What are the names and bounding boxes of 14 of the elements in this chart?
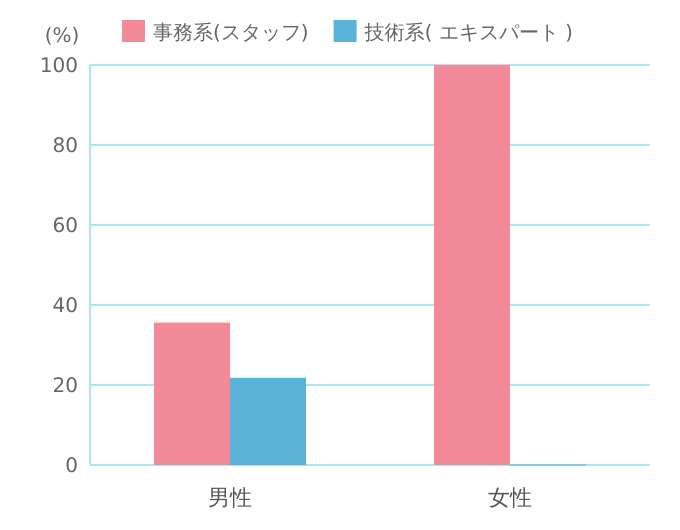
- legend-label: 事務系(スタッフ): [153, 20, 309, 44]
- y-tick-label: 100: [40, 53, 78, 77]
- x-tick-label: 男性: [208, 486, 252, 511]
- legend-label: 技術系( エキスパート ): [364, 20, 573, 44]
- bar: [230, 378, 306, 465]
- y-axis-title: (%): [44, 23, 80, 47]
- y-tick-label: 80: [52, 133, 78, 157]
- bar: [154, 322, 230, 465]
- y-tick-label: 0: [65, 453, 78, 477]
- y-tick-label: 40: [52, 293, 78, 317]
- x-tick-label: 女性: [488, 486, 532, 511]
- bar: [434, 65, 510, 465]
- y-tick-label: 20: [52, 373, 78, 397]
- y-tick-label: 60: [52, 213, 78, 237]
